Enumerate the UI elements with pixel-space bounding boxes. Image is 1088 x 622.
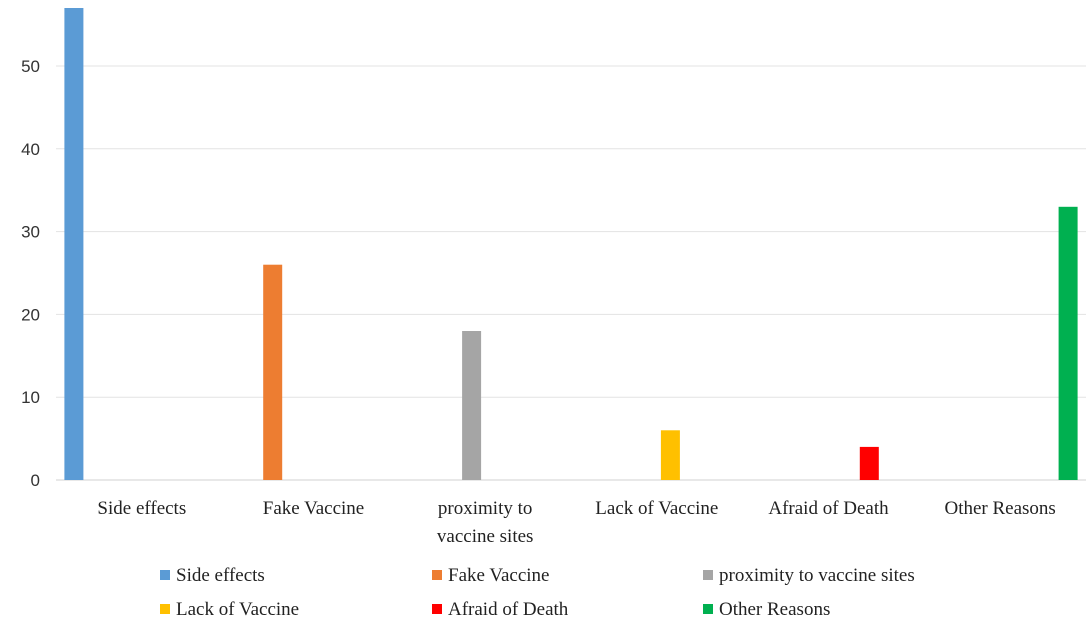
legend-label: Afraid of Death <box>448 599 569 620</box>
y-tick-label: 30 <box>21 223 40 242</box>
x-category-label-line: Fake Vaccine <box>263 498 364 519</box>
x-category-label: proximity to vaccine sites <box>437 498 534 547</box>
legend-label: Lack of Vaccine <box>176 599 299 620</box>
x-category-label-line: vaccine sites <box>437 526 534 547</box>
bar-other-reasons <box>1058 206 1078 481</box>
y-tick-label: 20 <box>21 305 40 324</box>
x-category-label: Side effects <box>97 498 186 519</box>
gridlines <box>56 65 1086 398</box>
legend-swatch <box>432 570 442 580</box>
bars <box>64 8 1078 481</box>
y-tick-label: 50 <box>21 57 40 76</box>
x-category-label-line: Side effects <box>97 498 186 519</box>
legend-label: Fake Vaccine <box>448 565 549 586</box>
x-category-label: Lack of Vaccine <box>595 498 718 519</box>
legend: Side effects Fake Vaccine proximity to vac… <box>160 565 915 620</box>
bar-side-effects <box>64 8 84 480</box>
legend-swatch <box>160 604 170 614</box>
x-category-label: Other Reasons <box>944 498 1055 519</box>
x-axis-categories: Side effects Fake Vaccine proximity to vacc… <box>97 498 1055 547</box>
legend-label: proximity to vaccine sites <box>719 565 915 586</box>
x-category-label-line: Lack of Vaccine <box>595 498 718 519</box>
x-category-label: Afraid of Death <box>768 498 889 519</box>
bar-proximity-to-vaccine-sites <box>462 331 482 480</box>
y-tick-label: 0 <box>31 471 40 490</box>
legend-label: Side effects <box>176 565 265 586</box>
legend-swatch <box>160 570 170 580</box>
y-tick-label: 40 <box>21 140 40 159</box>
legend-swatch <box>703 604 713 614</box>
x-category-label-line: Afraid of Death <box>768 498 889 519</box>
bar-fake-vaccine <box>263 264 283 480</box>
y-tick-label: 10 <box>21 388 40 407</box>
bar-lack-of-vaccine <box>660 430 680 480</box>
bar-afraid-of-death <box>859 446 879 480</box>
legend-swatch <box>432 604 442 614</box>
y-axis-ticks: 0 10 20 30 40 50 <box>21 57 40 490</box>
x-category-label-line: proximity to <box>438 498 532 519</box>
legend-swatch <box>703 570 713 580</box>
x-category-label: Fake Vaccine <box>263 498 364 519</box>
legend-label: Other Reasons <box>719 599 830 620</box>
x-category-label-line: Other Reasons <box>944 498 1055 519</box>
